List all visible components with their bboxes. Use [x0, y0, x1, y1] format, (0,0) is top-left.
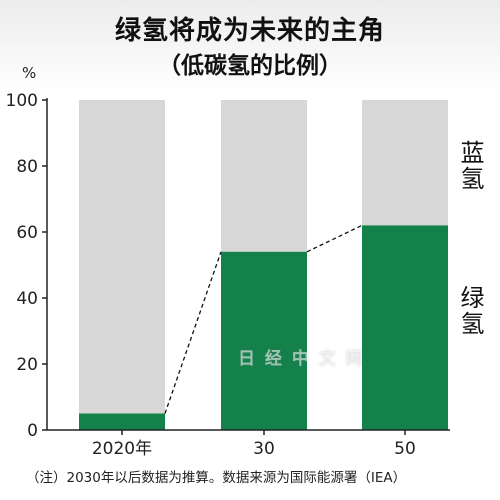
legend-blue-hydrogen: 蓝氢	[456, 140, 484, 192]
chart-subtitle: （低碳氢的比例）	[158, 53, 342, 79]
bar-blue-hydrogen-0	[79, 100, 165, 414]
y-tick-label-80: 80	[16, 157, 38, 177]
y-tick-label-40: 40	[16, 289, 38, 309]
x-tick-label-0: 2020年	[92, 439, 152, 459]
connector-line-1	[306, 224, 363, 253]
y-tick-label-20: 20	[16, 355, 38, 375]
y-axis-unit: %	[22, 64, 37, 82]
bar-green-hydrogen-0	[79, 413, 165, 430]
header-background	[0, 0, 500, 90]
x-tick-label-2: 50	[394, 439, 416, 459]
footnote: （注）2030年以后数据为推算。数据来源为国际能源署（IEA）	[26, 470, 407, 486]
bar-blue-hydrogen-2	[362, 100, 448, 226]
chart-title: 绿氢将成为未来的主角	[114, 16, 385, 46]
bar-green-hydrogen-2	[362, 225, 448, 430]
connector-line-0	[164, 251, 222, 414]
y-tick-label-100: 100	[6, 91, 38, 111]
watermark: 日 经 中 文 网	[238, 349, 365, 369]
bar-blue-hydrogen-1	[221, 100, 307, 252]
y-tick-label-0: 0	[27, 421, 38, 441]
y-tick-label-60: 60	[16, 223, 38, 243]
legend-green-hydrogen: 绿氢	[456, 285, 484, 337]
x-tick-label-1: 30	[253, 439, 275, 459]
bar-green-hydrogen-1	[221, 251, 307, 430]
